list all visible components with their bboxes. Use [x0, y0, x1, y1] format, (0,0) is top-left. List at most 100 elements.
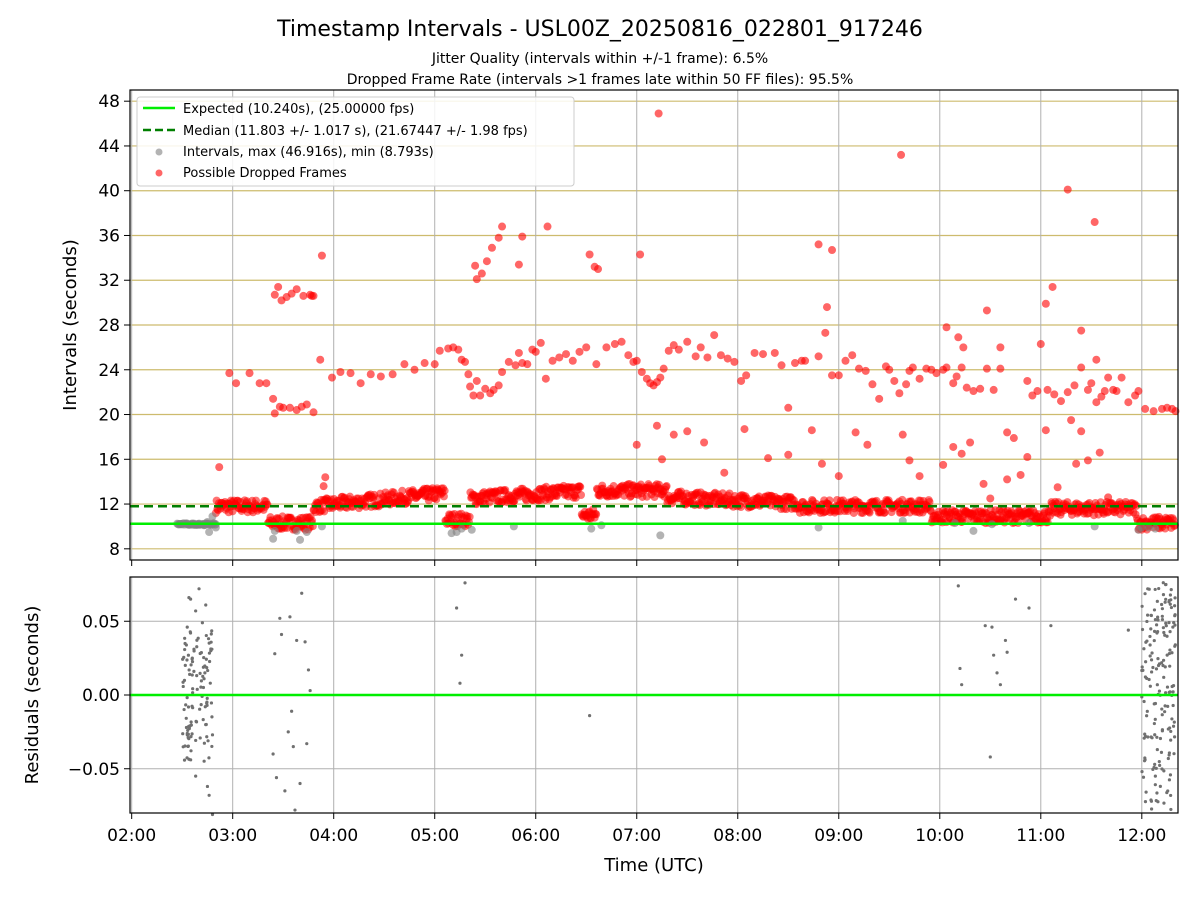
dropped-frame-point [925, 497, 934, 506]
residual-point [210, 744, 214, 749]
dropped-frame-point [471, 261, 480, 270]
residual-point [208, 681, 212, 685]
dropped-frame-point [939, 460, 948, 469]
residual-point [205, 701, 209, 705]
dropped-frame-point [1067, 416, 1076, 425]
residual-point [1147, 587, 1151, 591]
residual-point [286, 730, 290, 734]
residual-point [1158, 763, 1162, 768]
dropped-frame-point [890, 376, 899, 385]
residual-point [184, 703, 188, 707]
dropped-frame-point [1095, 448, 1104, 457]
dropped-frame-point [568, 356, 577, 365]
residual-point [283, 789, 287, 793]
residual-point [1171, 724, 1176, 728]
residual-point [1144, 790, 1148, 794]
residual-point [200, 621, 204, 625]
residual-point [198, 651, 202, 656]
residual-point [455, 606, 459, 610]
dropped-frame-point [464, 370, 473, 379]
dropped-frame-point [740, 425, 749, 434]
residual-point [182, 707, 186, 712]
dropped-frame-point [400, 360, 409, 369]
residual-point [197, 587, 201, 591]
dropped-frame-point [669, 430, 678, 439]
residual-point [1160, 707, 1164, 711]
residual-point [1140, 665, 1144, 669]
residual-point [194, 720, 199, 724]
dropped-frame-point [828, 246, 837, 255]
dropped-frame-point [575, 347, 584, 356]
residual-point [192, 649, 196, 653]
residual-point [1148, 643, 1152, 647]
residual-point [1163, 665, 1167, 669]
interval-point [1137, 523, 1146, 532]
intervals-y-tick-label: 44 [98, 137, 120, 157]
residual-point [187, 668, 191, 672]
residual-point [1140, 668, 1144, 673]
residual-point [187, 724, 191, 728]
dropped-frame-point [969, 387, 978, 396]
dropped-frame-point [376, 372, 385, 381]
residuals-x-tick-label: 11:00 [1016, 826, 1065, 846]
residual-point [201, 674, 205, 678]
intervals-y-tick-label: 20 [98, 406, 120, 426]
residual-point [1169, 738, 1173, 742]
residual-point [1160, 729, 1164, 733]
interval-point [205, 528, 214, 537]
dropped-frame-point [966, 438, 975, 447]
residuals-y-axis: 0.05 0.00 −0.05 [68, 612, 130, 780]
residual-point [1169, 729, 1173, 734]
residual-point [185, 756, 189, 760]
legend: Expected (10.240s), (25.00000 fps) Media… [136, 96, 575, 187]
residual-point [1003, 638, 1008, 643]
dropped-frame-point [979, 479, 988, 488]
dropped-frame-point [410, 365, 419, 374]
residual-point [1159, 750, 1164, 754]
residual-point [1167, 620, 1171, 625]
dropped-frame-point [1041, 299, 1050, 308]
dropped-frame-point [723, 354, 732, 363]
residual-point [1153, 762, 1157, 766]
residuals-x-tick-label: 09:00 [814, 826, 863, 846]
residual-point [191, 691, 195, 695]
residual-point [1156, 629, 1160, 634]
residual-point [274, 776, 279, 780]
residual-point [1152, 608, 1157, 612]
residual-point [460, 653, 464, 657]
dropped-frame-point [1036, 340, 1045, 349]
residual-point [998, 683, 1002, 687]
residual-point [183, 636, 187, 640]
residual-point [207, 793, 211, 797]
residual-point [1013, 597, 1018, 601]
residual-point [1152, 702, 1156, 706]
interval-point [270, 526, 279, 535]
dropped-frame-point [1072, 459, 1081, 468]
dropped-frame-point [954, 333, 963, 342]
residual-point [204, 603, 208, 607]
dropped-frame-point [582, 343, 591, 352]
residual-point [1152, 638, 1156, 643]
residual-point [199, 703, 203, 707]
residual-point [1168, 648, 1172, 652]
dropped-frame-point [656, 373, 665, 382]
dropped-frame-point [942, 363, 951, 372]
residual-point [1157, 760, 1161, 764]
residual-point [1143, 800, 1148, 804]
dropped-frame-point [307, 291, 316, 300]
dropped-frame-point [1050, 390, 1059, 399]
dropped-frame-point [1016, 470, 1025, 479]
dropped-frame-point [494, 233, 503, 242]
dropped-frame-point [1141, 404, 1150, 413]
dropped-frame-point [1090, 218, 1099, 227]
interval-point [1151, 524, 1160, 533]
residual-point [182, 678, 187, 682]
dropped-frame-point [1134, 387, 1143, 396]
interval-point [656, 531, 665, 540]
residual-point [1155, 747, 1159, 752]
residual-point [189, 735, 193, 739]
dropped-frame-point [962, 383, 971, 392]
legend-dropped-swatch [155, 169, 163, 177]
interval-point [814, 523, 823, 532]
dropped-frame-point [274, 282, 283, 291]
